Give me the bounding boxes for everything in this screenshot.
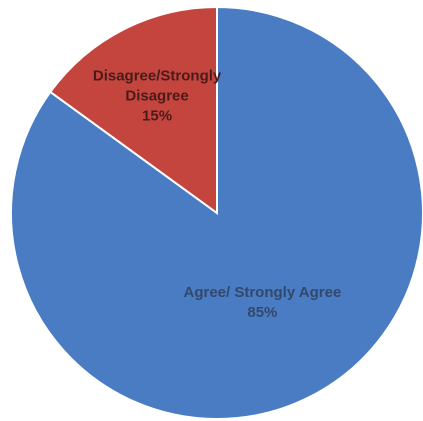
data-label-agree-strongly-agree: Agree/ Strongly Agree 85% xyxy=(183,284,341,321)
pie-data-labels: Agree/ Strongly Agree 85% Disagree/Strongl… xyxy=(93,67,341,321)
data-label-category: Disagree xyxy=(125,87,188,104)
data-label-value: 15% xyxy=(142,107,172,124)
pie-slices xyxy=(10,5,423,420)
data-label-disagree-strongly-disagree: Disagree/Strongly Disagree 15% xyxy=(93,67,222,124)
data-label-category: Agree/ Strongly Agree xyxy=(183,284,341,301)
data-label-category: Disagree/Strongly xyxy=(93,67,222,84)
data-label-value: 85% xyxy=(247,304,277,321)
pie-slice-disagree-strongly-disagree xyxy=(48,5,218,215)
